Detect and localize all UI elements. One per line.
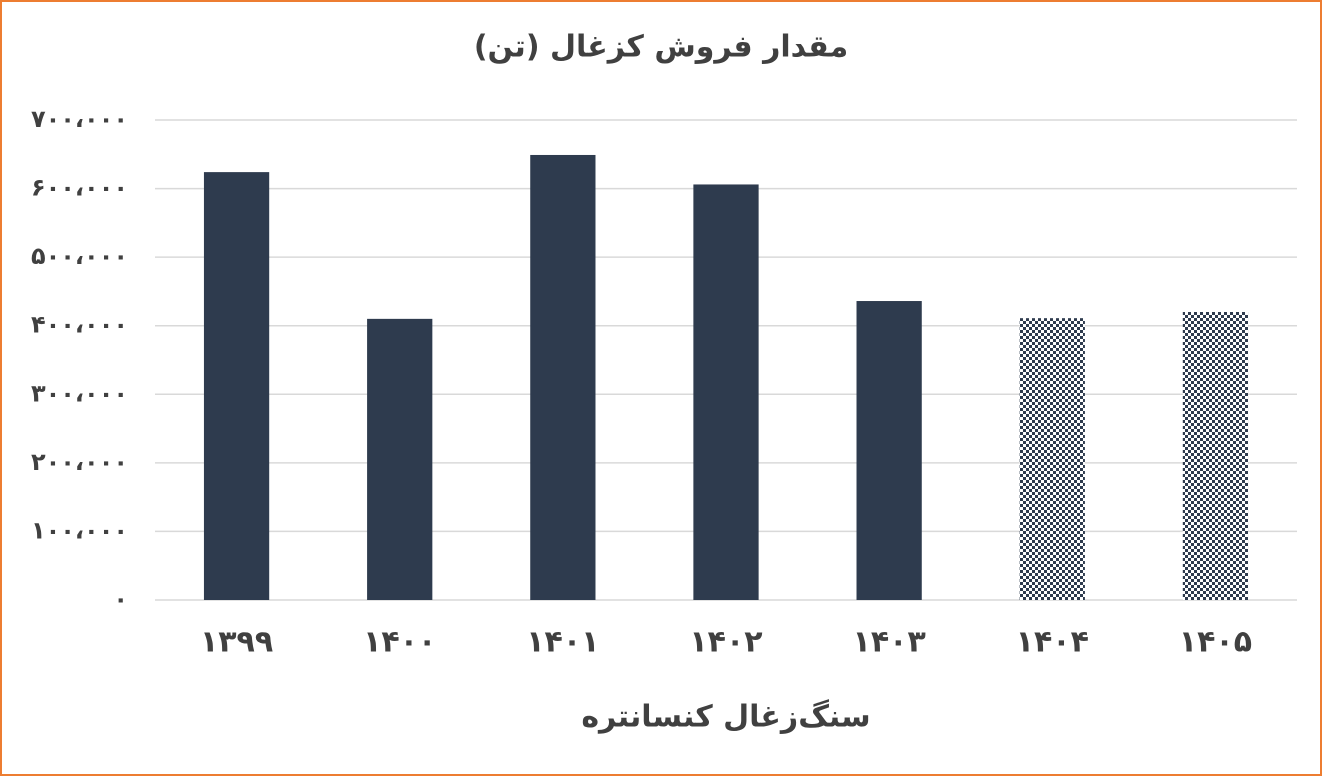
bar: [1182, 312, 1249, 600]
bar: [367, 318, 433, 600]
x-tick-label: ۱۴۰۵: [1179, 625, 1252, 660]
chart-title: مقدار فروش کزغال (تن): [474, 30, 848, 65]
y-tick-label: ۵۰۰،۰۰۰: [31, 242, 128, 270]
bar: [203, 172, 270, 600]
x-tick-label: ۱۴۰۱: [526, 625, 599, 660]
y-tick-label: ۶۰۰،۰۰۰: [31, 174, 128, 202]
y-tick-label: ۳۰۰،۰۰۰: [31, 379, 128, 407]
x-tick-label: ۱۴۰۰: [363, 625, 436, 660]
y-tick-label: ۰: [113, 585, 128, 613]
bar: [1019, 318, 1085, 600]
x-axis-label: سنگ‌زغال کنسانتره: [581, 699, 870, 735]
y-tick-label: ۱۰۰،۰۰۰: [31, 516, 128, 544]
bar: [693, 184, 759, 600]
x-tick-label: ۱۳۹۹: [200, 625, 273, 660]
bar: [856, 301, 922, 600]
y-tick-label: ۷۰۰،۰۰۰: [31, 105, 128, 133]
x-tick-label: ۱۴۰۳: [853, 625, 926, 660]
y-tick-label: ۲۰۰،۰۰۰: [31, 448, 128, 476]
x-tick-label: ۱۴۰۴: [1016, 625, 1089, 660]
bar: [530, 154, 596, 600]
y-tick-label: ۴۰۰،۰۰۰: [31, 311, 128, 339]
x-tick-label: ۱۴۰۲: [689, 625, 762, 660]
